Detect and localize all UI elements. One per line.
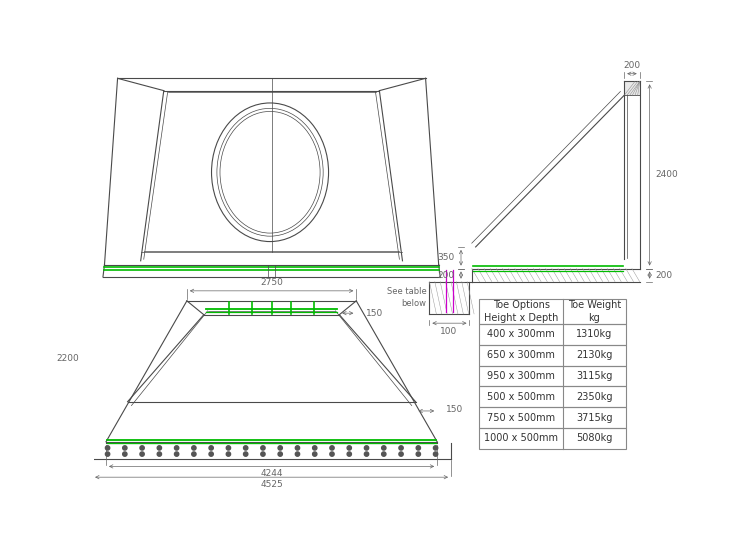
Bar [479,386,626,407]
Text: 200: 200 [623,61,640,70]
Circle shape [433,452,438,456]
Text: 150: 150 [446,405,464,414]
Circle shape [313,452,317,456]
Circle shape [382,452,386,456]
Text: 350: 350 [438,253,455,262]
Circle shape [244,446,247,450]
Circle shape [209,452,213,456]
Bar [479,345,626,366]
Circle shape [278,446,282,450]
Text: 200: 200 [655,271,672,279]
Circle shape [123,446,127,450]
Circle shape [399,452,403,456]
Text: 2750: 2750 [260,278,283,287]
Bar [479,299,626,324]
Text: 4244: 4244 [260,470,283,478]
Circle shape [140,452,144,456]
Text: 150: 150 [365,309,383,318]
Text: 500 x 500mm: 500 x 500mm [487,392,555,402]
Bar [479,324,626,345]
Circle shape [399,446,403,450]
Text: 4525: 4525 [260,480,283,490]
Text: 650 x 300mm: 650 x 300mm [487,350,555,360]
Circle shape [261,446,265,450]
Circle shape [174,446,179,450]
Circle shape [105,446,110,450]
Text: 100: 100 [440,327,458,336]
Text: Toe Weight
kg: Toe Weight kg [568,300,621,323]
Text: 2200: 2200 [56,354,79,362]
Circle shape [123,452,127,456]
Text: 1310kg: 1310kg [576,329,612,339]
Circle shape [157,452,162,456]
Text: 200: 200 [438,271,455,279]
Text: 3715kg: 3715kg [576,412,613,422]
Circle shape [140,446,144,450]
Circle shape [296,446,299,450]
Circle shape [174,452,179,456]
Circle shape [296,452,299,456]
Circle shape [192,446,196,450]
Text: 2130kg: 2130kg [576,350,612,360]
Circle shape [105,452,110,456]
Text: 1000 x 500mm: 1000 x 500mm [484,433,558,443]
Text: 3115kg: 3115kg [576,371,612,381]
Circle shape [226,452,230,456]
Text: 2400: 2400 [655,170,678,179]
Circle shape [416,452,420,456]
Circle shape [365,452,369,456]
Circle shape [433,446,438,450]
Text: 2350kg: 2350kg [576,392,613,402]
Text: See table
below: See table below [387,287,426,308]
Circle shape [347,452,351,456]
Circle shape [365,446,369,450]
Circle shape [382,446,386,450]
Circle shape [226,446,230,450]
Text: 5080kg: 5080kg [576,433,612,443]
Bar [479,407,626,428]
Bar [479,366,626,386]
Circle shape [278,452,282,456]
Text: Toe Options
Height x Depth: Toe Options Height x Depth [484,300,558,323]
Circle shape [330,446,334,450]
Circle shape [244,452,247,456]
Circle shape [330,452,334,456]
Circle shape [261,452,265,456]
Circle shape [313,446,317,450]
Text: 400 x 300mm: 400 x 300mm [487,329,555,339]
Bar [479,428,626,449]
Circle shape [192,452,196,456]
Text: 950 x 300mm: 950 x 300mm [487,371,555,381]
Circle shape [209,446,213,450]
Circle shape [416,446,420,450]
Bar [624,81,639,95]
Circle shape [157,446,162,450]
Text: 750 x 500mm: 750 x 500mm [487,412,555,422]
Circle shape [347,446,351,450]
